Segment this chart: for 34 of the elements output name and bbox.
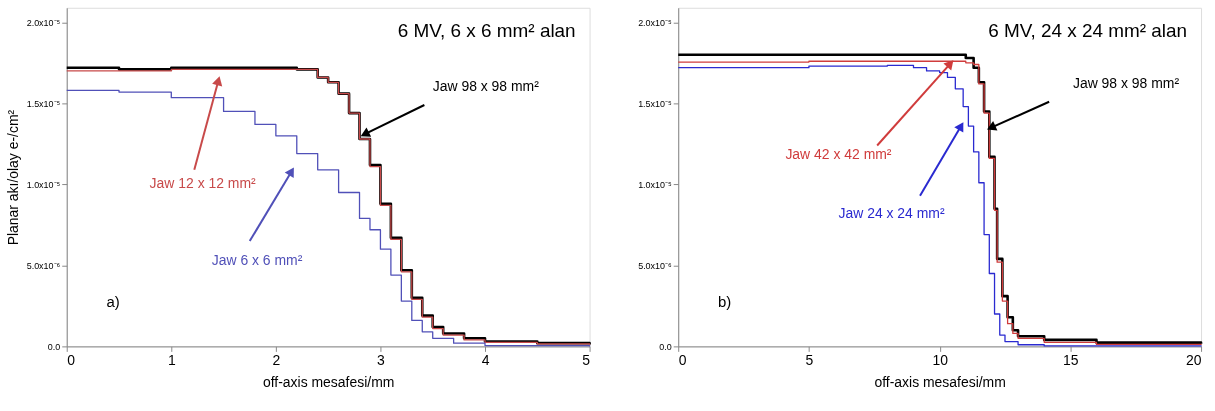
y-axis-title: Planar akı/olay e-/cm² bbox=[4, 109, 21, 246]
annotation: a) bbox=[106, 292, 120, 310]
x-tick-label: 3 bbox=[377, 351, 386, 368]
text: Jaw 98 x 98 mm² bbox=[432, 78, 540, 95]
y-tick-label: 2.0x10⁻⁵ bbox=[26, 17, 61, 28]
x-tick-label: 0 bbox=[678, 351, 687, 368]
text: Jaw 24 x 24 mm² bbox=[838, 204, 945, 221]
text: Jaw 6 x 6 mm² bbox=[211, 251, 303, 268]
y-tick-label: 5.0x10⁻⁶ bbox=[638, 260, 673, 271]
annotation: b) bbox=[718, 292, 732, 310]
y-tick-label: 1.5x10⁻⁵ bbox=[638, 98, 673, 109]
text: Jaw 98 x 98 mm² bbox=[1072, 74, 1180, 91]
text: Jaw 12 x 12 mm² bbox=[149, 175, 257, 192]
x-tick-label: 2 bbox=[272, 351, 281, 368]
y-tick-label: 1.5x10⁻⁵ bbox=[26, 98, 61, 109]
text: 6 MV, 6 x 6 mm² alan bbox=[397, 19, 576, 41]
x-tick-label: 20 bbox=[1186, 351, 1202, 368]
x-axis-title: off-axis mesafesi/mm bbox=[262, 373, 395, 390]
y-tick-label: 1.0x10⁻⁵ bbox=[638, 179, 673, 190]
x-tick-label: 5 bbox=[805, 351, 814, 368]
text: Jaw 42 x 42 mm² bbox=[785, 146, 892, 163]
x-tick-label: 4 bbox=[481, 351, 490, 368]
x-tick-label: 5 bbox=[582, 351, 591, 368]
x-tick-label: 15 bbox=[1063, 351, 1079, 368]
y-tick-label: 0.0 bbox=[659, 341, 672, 352]
x-tick-label: 0 bbox=[67, 351, 76, 368]
y-tick-label: 1.0x10⁻⁵ bbox=[26, 179, 61, 190]
y-tick-label: 5.0x10⁻⁶ bbox=[26, 260, 61, 271]
x-tick-label: 1 bbox=[167, 351, 176, 368]
x-tick-label: 10 bbox=[932, 351, 949, 368]
text: 6 MV, 24 x 24 mm² alan bbox=[988, 19, 1188, 41]
x-axis-title: off-axis mesafesi/mm bbox=[874, 373, 1006, 390]
y-tick-label: 2.0x10⁻⁵ bbox=[638, 17, 673, 28]
y-tick-label: 0.0 bbox=[47, 341, 61, 352]
